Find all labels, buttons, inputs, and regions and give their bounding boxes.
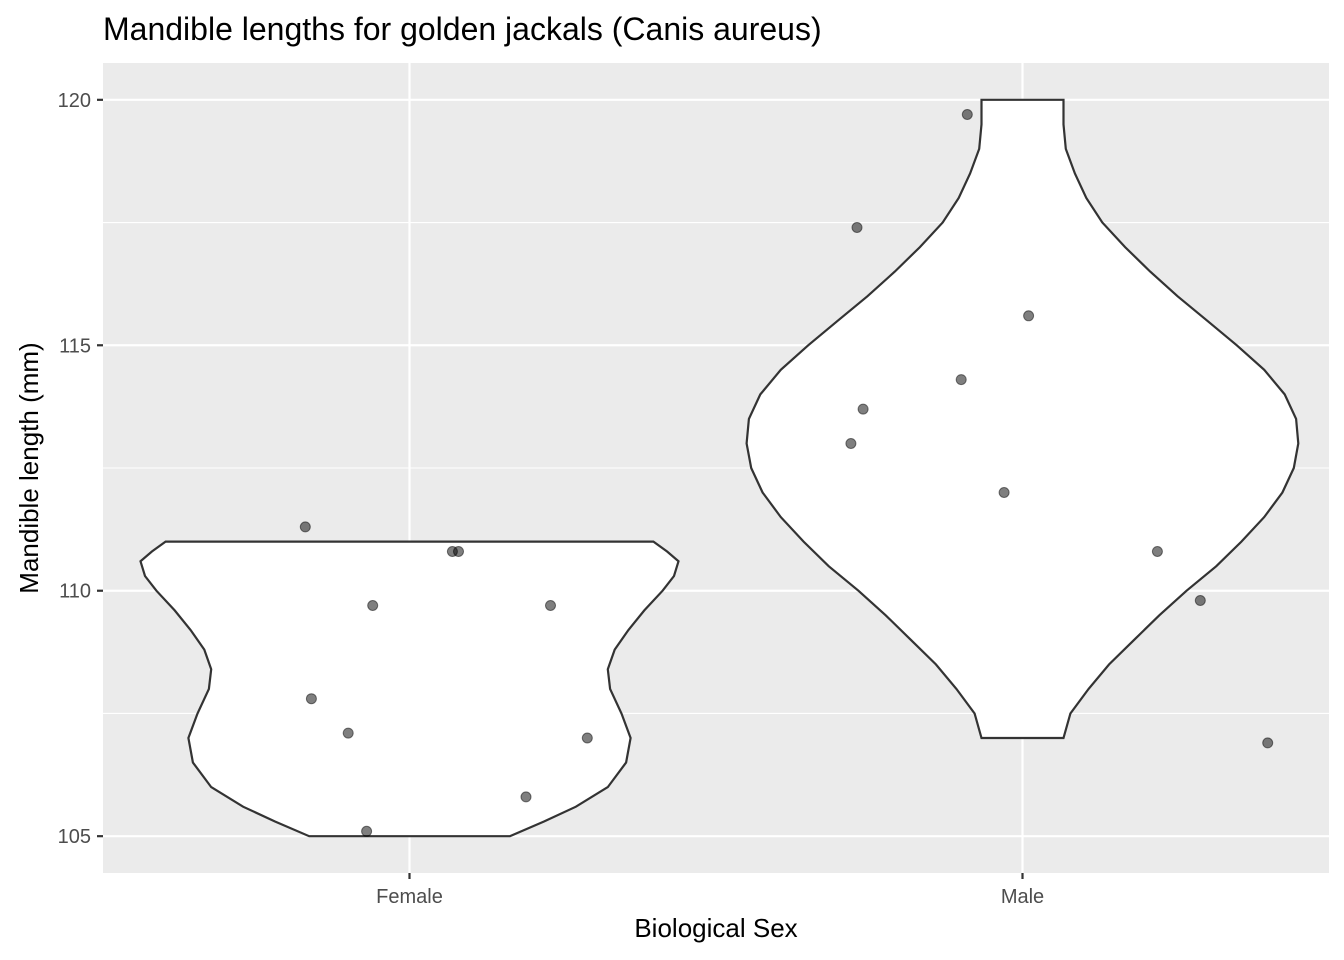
chart-title: Mandible lengths for golden jackals (Can… (103, 11, 822, 47)
data-point (998, 487, 1010, 498)
data-point (961, 109, 973, 120)
data-point (299, 521, 311, 533)
x-tick-label: Female (376, 886, 443, 908)
data-point (1194, 595, 1206, 606)
data-point (545, 600, 556, 611)
data-point (453, 546, 464, 557)
violins (139, 98, 1300, 838)
violin-male (745, 98, 1300, 740)
data-point (305, 693, 317, 705)
x-axis-title: Biological Sex (634, 913, 797, 943)
y-axis: 105 110 115 120 (58, 90, 103, 848)
data-point (857, 403, 869, 415)
y-tick-label: 120 (58, 90, 91, 112)
data-point (845, 438, 857, 449)
data-point (581, 732, 593, 744)
violin-female (139, 540, 680, 838)
data-point (1262, 737, 1274, 749)
data-point (361, 825, 373, 837)
y-axis-title: Mandible length (mm) (14, 342, 44, 593)
data-point (342, 727, 354, 739)
x-axis: Female Male (376, 873, 1044, 908)
data-point (851, 222, 863, 233)
data-point (1023, 310, 1035, 322)
data-point (367, 600, 379, 611)
y-tick-label: 110 (59, 581, 91, 603)
y-tick-label: 115 (59, 335, 91, 357)
data-point (1151, 546, 1163, 557)
data-point (520, 791, 532, 803)
x-tick-label: Male (1001, 886, 1044, 908)
y-tick-label: 105 (58, 826, 91, 848)
data-point (955, 374, 967, 386)
data-points (299, 109, 1274, 837)
